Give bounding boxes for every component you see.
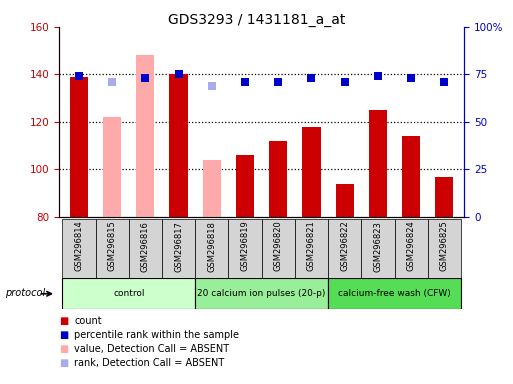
Text: ■: ■ [59,358,68,368]
Bar [262,219,295,278]
Bar [62,278,195,309]
Point [341,79,349,85]
Bar [195,278,328,309]
Bar [103,117,121,217]
Point [75,73,83,79]
Text: rank, Detection Call = ABSENT: rank, Detection Call = ABSENT [74,358,225,368]
Bar [236,155,254,217]
Bar [328,278,461,309]
Bar [295,219,328,278]
Bar [169,74,188,217]
Bar [95,219,129,278]
Point [208,83,216,89]
Point [241,79,249,85]
Text: ■: ■ [59,316,68,326]
Point [141,75,149,81]
Bar [361,219,394,278]
Point [307,75,315,81]
Point [407,75,415,81]
Text: percentile rank within the sample: percentile rank within the sample [74,330,240,340]
Text: GSM296824: GSM296824 [407,221,416,271]
Text: value, Detection Call = ABSENT: value, Detection Call = ABSENT [74,344,229,354]
Text: ■: ■ [59,344,68,354]
Point [174,71,183,78]
Text: GDS3293 / 1431181_a_at: GDS3293 / 1431181_a_at [168,13,345,27]
Text: GSM296817: GSM296817 [174,221,183,271]
Text: GSM296814: GSM296814 [74,221,84,271]
Text: GSM296819: GSM296819 [241,221,249,271]
Bar [162,219,195,278]
Bar [336,184,354,217]
Text: GSM296815: GSM296815 [108,221,116,271]
Point [440,79,448,85]
Text: GSM296821: GSM296821 [307,221,316,271]
Bar [195,219,228,278]
Bar [394,219,428,278]
Bar [62,219,95,278]
Text: GSM296816: GSM296816 [141,221,150,271]
Text: GSM296822: GSM296822 [340,221,349,271]
Bar [369,110,387,217]
Text: ■: ■ [59,330,68,340]
Bar [269,141,287,217]
Bar [402,136,420,217]
Text: GSM296820: GSM296820 [274,221,283,271]
Bar [435,177,453,217]
Text: protocol: protocol [5,288,45,298]
Text: 20 calcium ion pulses (20-p): 20 calcium ion pulses (20-p) [198,289,326,298]
Text: GSM296818: GSM296818 [207,221,216,271]
Bar [129,219,162,278]
Bar [428,219,461,278]
Point [374,73,382,79]
Point [108,79,116,85]
Bar [203,160,221,217]
Bar [228,219,262,278]
Bar [136,55,154,217]
Text: count: count [74,316,102,326]
Bar [70,77,88,217]
Text: calcium-free wash (CFW): calcium-free wash (CFW) [338,289,451,298]
Point [274,79,282,85]
Text: control: control [113,289,145,298]
Text: GSM296825: GSM296825 [440,221,449,271]
Bar [302,127,321,217]
Text: GSM296823: GSM296823 [373,221,382,271]
Bar [328,219,361,278]
